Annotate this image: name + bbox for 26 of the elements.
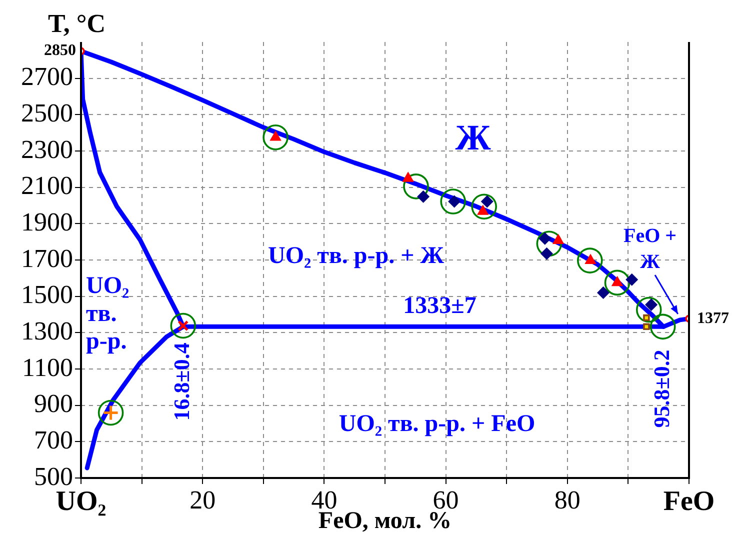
y-tick-label: 2500 (21, 98, 73, 128)
x-axis-title: FeO, мол. % (318, 508, 452, 534)
annotation: Ж (455, 117, 492, 158)
annotation: 1333±7 (403, 292, 476, 319)
annotation: 16.8±0.4 (168, 342, 194, 421)
y-tick-label: 2700 (21, 62, 73, 92)
y-tick-label: 700 (34, 425, 73, 454)
annotation: UO₂ тв. р-р. (86, 273, 130, 354)
x-tick-label: 20 (190, 485, 216, 514)
x-tick-label: FeO (663, 486, 715, 518)
annotation: 1377 (697, 310, 729, 327)
annotation: FeO + Ж (623, 225, 677, 274)
y-tick-label: 1300 (21, 316, 73, 346)
annotation: UO₂ тв. р-р. + Ж (268, 243, 444, 270)
y-tick-label: 2300 (21, 134, 73, 164)
x-tick-label: 80 (554, 485, 580, 514)
annotation: 2850 (44, 42, 76, 60)
y-tick-label: 2100 (21, 171, 73, 200)
y-tick-label: 1700 (21, 244, 73, 273)
y-axis-title: T, °C (48, 9, 106, 38)
y-tick-label: 900 (34, 389, 73, 418)
y-tick-label: 1900 (21, 207, 73, 236)
y-tick-label: 1500 (21, 280, 73, 310)
annotation: UO₂ тв. р-р. + FeO (338, 411, 536, 438)
annotation: 95.8±0.2 (649, 350, 674, 428)
y-tick-label: 1100 (22, 352, 73, 382)
